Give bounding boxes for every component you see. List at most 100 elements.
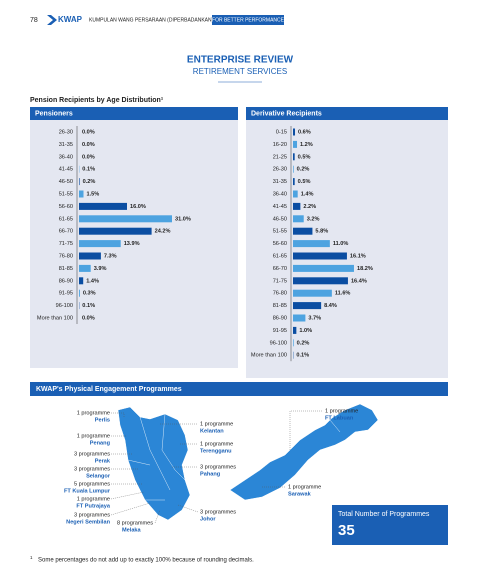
category-label: 66-70 — [59, 229, 73, 235]
value-label: 0.1% — [82, 303, 95, 309]
value-label: 1.5% — [87, 191, 100, 197]
leader — [289, 410, 323, 450]
state: Penang — [90, 440, 111, 446]
state: Perlis — [95, 417, 110, 423]
page-subtitle: RETIREMENT SERVICES — [193, 67, 287, 76]
total-value: 35 — [338, 522, 355, 539]
value-label: 0.2% — [297, 340, 310, 346]
value-label: 0.5% — [298, 179, 311, 185]
category-label: 86-90 — [273, 315, 287, 321]
category-label: 41-45 — [273, 204, 287, 210]
category-label: 26-30 — [59, 129, 73, 135]
value-label: 24.2% — [155, 229, 171, 235]
bar — [293, 227, 313, 235]
category-label: 36-40 — [273, 191, 287, 197]
category-label: 76-80 — [273, 291, 287, 297]
value-label: 0.0% — [82, 154, 95, 160]
category-label: 36-40 — [59, 154, 73, 160]
state: FT Kuala Lumpur — [64, 488, 111, 494]
map-labels: 1 programme Perlis 1 programme Penang 3 … — [64, 408, 358, 533]
bar — [79, 277, 84, 285]
count: 3 programmes — [74, 512, 110, 518]
bar — [79, 252, 101, 260]
bar — [293, 140, 298, 148]
page-title: ENTERPRISE REVIEW — [187, 55, 294, 66]
bar — [293, 215, 304, 223]
count: 1 programme — [77, 410, 110, 416]
bar — [293, 302, 322, 310]
category-label: 56-60 — [273, 241, 287, 247]
category-label: 26-30 — [273, 167, 287, 173]
panel-header — [30, 107, 238, 120]
bar — [79, 178, 80, 186]
category-label: 76-80 — [59, 253, 73, 259]
state: Terengganu — [200, 448, 232, 454]
count: 1 programme — [200, 421, 233, 427]
state: FT Putrajaya — [76, 503, 110, 509]
category-label: 96-100 — [56, 303, 73, 309]
category-label: 71-75 — [59, 241, 73, 247]
tagline-bar — [212, 15, 284, 25]
count: 3 programmes — [200, 509, 236, 515]
category-label: 91-95 — [273, 328, 287, 334]
bar — [293, 252, 347, 260]
panel — [246, 107, 448, 378]
panel-title: Pensioners — [35, 110, 73, 117]
count: 1 programme — [77, 433, 110, 439]
state: Pahang — [200, 471, 221, 477]
value-label: 0.2% — [297, 167, 310, 173]
state: Kelantan — [200, 428, 224, 434]
bar — [293, 339, 294, 347]
value-label: 7.3% — [104, 253, 117, 259]
panel-title: Derivative Recipients — [251, 110, 322, 117]
engagement-header — [30, 382, 448, 396]
map-peninsular — [117, 406, 191, 521]
value-label: 18.2% — [357, 266, 373, 272]
value-label: 1.4% — [301, 191, 314, 197]
value-label: 2.2% — [303, 204, 316, 210]
value-label: 0.0% — [82, 129, 95, 135]
category-label: 0-15 — [276, 129, 287, 135]
bar — [79, 264, 91, 272]
bar — [79, 240, 121, 248]
footnote-text: Some percentages do not add up to exactl… — [38, 558, 254, 564]
total-label: Total Number of Programmes — [338, 511, 430, 518]
bar — [293, 153, 295, 161]
bar — [293, 190, 298, 198]
count: 3 programmes — [74, 451, 110, 457]
leader — [177, 504, 199, 513]
map-border-sabah — [329, 419, 341, 433]
map-borders — [127, 413, 186, 501]
category-label: 41-45 — [59, 167, 73, 173]
value-label: 16.4% — [351, 278, 367, 284]
section-title: Pension Recipients by Age Distribution¹ — [30, 97, 164, 104]
state: Perak — [95, 458, 111, 464]
count: 8 programmes — [117, 520, 153, 526]
count: 3 programmes — [200, 464, 236, 470]
category-label: 71-75 — [273, 278, 287, 284]
category-label: 86-90 — [59, 278, 73, 284]
state: Sarawak — [288, 491, 312, 497]
value-label: 3.7% — [308, 315, 321, 321]
category-label: 46-50 — [273, 216, 287, 222]
bar — [293, 128, 296, 136]
category-label: 51-55 — [273, 229, 287, 235]
bar — [79, 289, 80, 297]
bar — [293, 326, 297, 334]
value-label: 13.9% — [124, 241, 140, 247]
bar — [79, 215, 172, 223]
bar — [293, 240, 330, 248]
value-label: 31.0% — [175, 216, 191, 222]
count: 1 programme — [200, 441, 233, 447]
category-label: 91-95 — [59, 291, 73, 297]
tagline: FOR BETTER PERFORMANCE — [212, 17, 285, 23]
engagement-title: KWAP's Physical Engagement Programmes — [36, 386, 182, 393]
organisation: KUMPULAN WANG PERSARAAN (DIPERBADANKAN) — [89, 17, 214, 23]
map-borneo — [229, 403, 379, 501]
state: Selangor — [86, 473, 111, 479]
panel-header — [246, 107, 448, 120]
total-box — [332, 505, 448, 545]
state: FT Labuan — [325, 415, 354, 421]
value-label: 0.0% — [82, 142, 95, 148]
